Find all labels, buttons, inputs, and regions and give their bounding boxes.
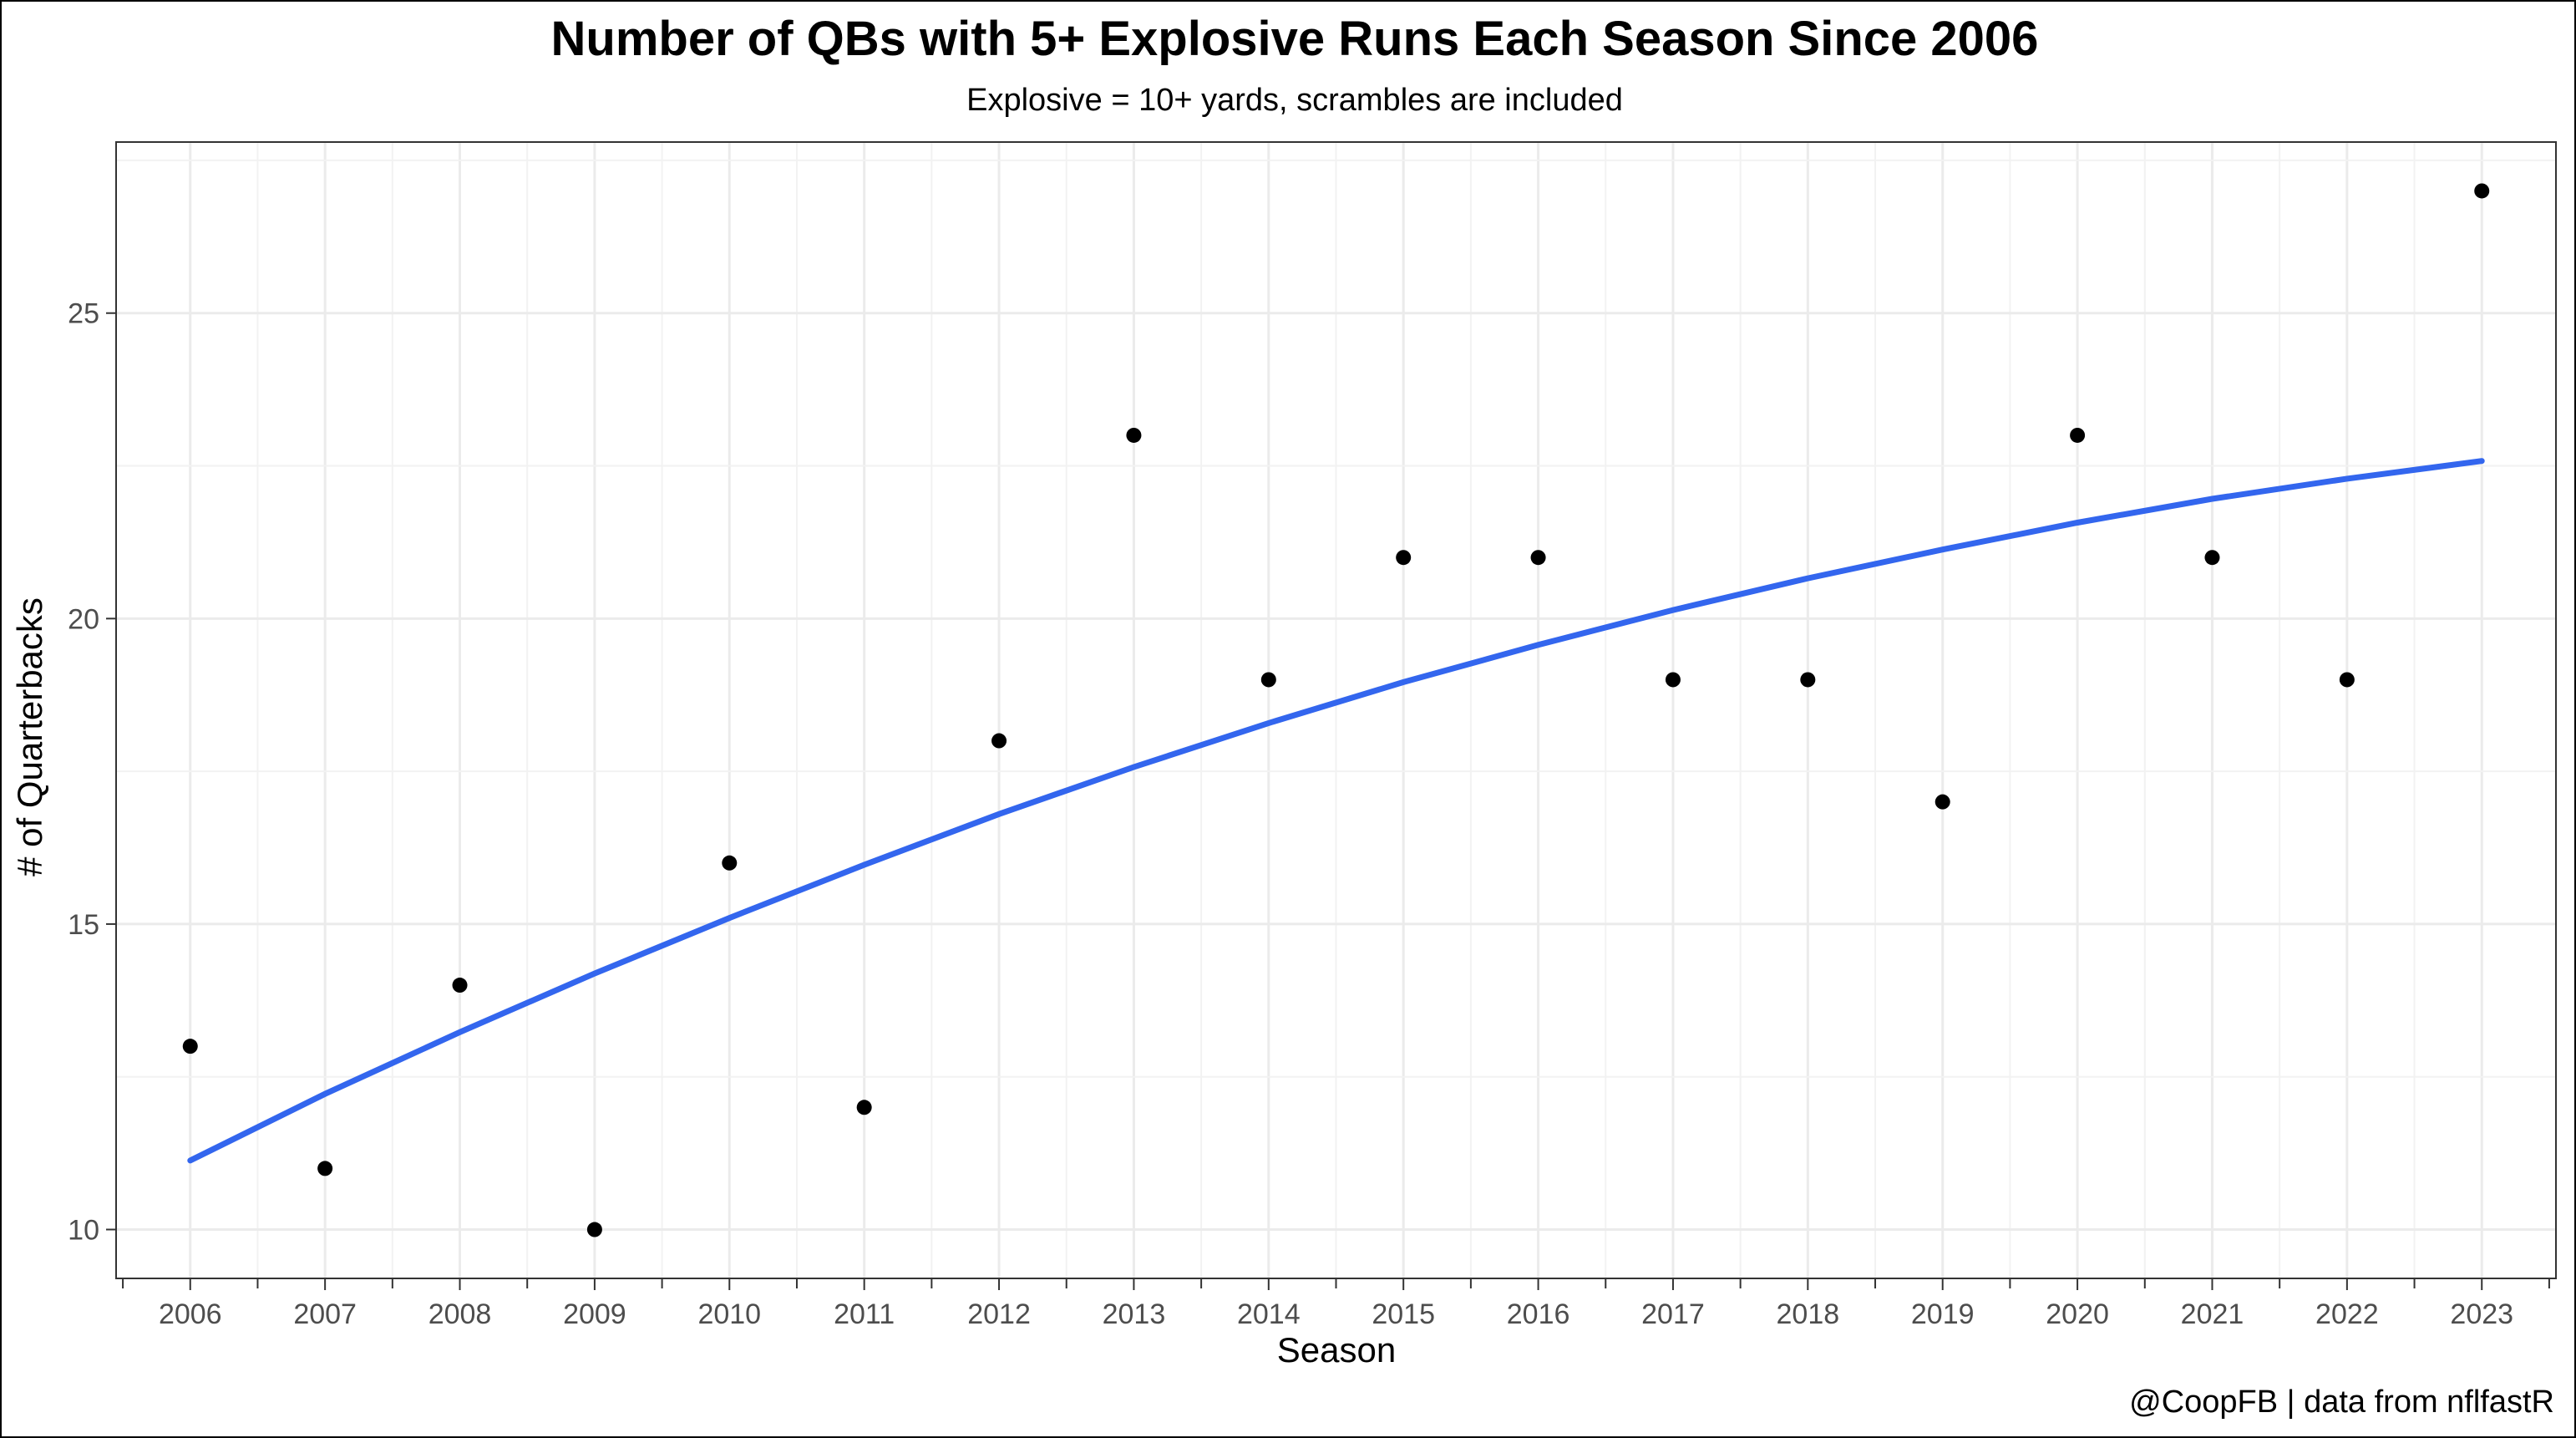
x-tick-label: 2019 bbox=[1911, 1298, 1975, 1330]
x-axis: 2006 2007 2008 2009 2010 2011 2012 2013 2014 2015… bbox=[122, 1278, 2550, 1330]
y-tick-label: 20 bbox=[68, 603, 99, 635]
x-tick-label: 2022 bbox=[2315, 1298, 2379, 1330]
x-tick-label: 2013 bbox=[1103, 1298, 1166, 1330]
x-tick-label: 2020 bbox=[2046, 1298, 2109, 1330]
grid bbox=[116, 142, 2556, 1278]
x-tick-label: 2021 bbox=[2181, 1298, 2244, 1330]
x-tick-label: 2012 bbox=[967, 1298, 1031, 1330]
x-tick-label: 2007 bbox=[293, 1298, 357, 1330]
y-tick-label: 25 bbox=[68, 298, 99, 330]
data-point bbox=[586, 1222, 602, 1237]
data-point bbox=[182, 1039, 198, 1054]
data-point bbox=[1260, 672, 1276, 688]
data-point bbox=[722, 855, 738, 871]
x-tick-label: 2023 bbox=[2450, 1298, 2513, 1330]
x-tick-label: 2016 bbox=[1507, 1298, 1570, 1330]
y-axis-title: # of Quarterbacks bbox=[10, 597, 49, 877]
data-point bbox=[1126, 427, 1142, 443]
data-point bbox=[317, 1161, 333, 1176]
y-tick-label: 10 bbox=[68, 1215, 99, 1247]
y-tick-label: 15 bbox=[68, 909, 99, 941]
y-axis: 10 15 20 25 bbox=[68, 298, 116, 1247]
data-point bbox=[1396, 550, 1412, 566]
data-points bbox=[182, 183, 2490, 1237]
x-tick-label: 2011 bbox=[834, 1298, 895, 1330]
data-point bbox=[2339, 672, 2355, 688]
data-point bbox=[1530, 550, 1546, 566]
x-tick-label: 2015 bbox=[1372, 1298, 1435, 1330]
x-axis-title: Season bbox=[1277, 1330, 1396, 1369]
x-tick-label: 2010 bbox=[697, 1298, 761, 1330]
x-tick-label: 2009 bbox=[563, 1298, 626, 1330]
data-point bbox=[856, 1100, 872, 1115]
x-tick-label: 2017 bbox=[1641, 1298, 1705, 1330]
x-tick-label: 2014 bbox=[1237, 1298, 1301, 1330]
data-point bbox=[1665, 672, 1681, 688]
data-point bbox=[2204, 550, 2220, 566]
chart-title: Number of QBs with 5+ Explosive Runs Eac… bbox=[551, 12, 2039, 66]
x-tick-label: 2006 bbox=[159, 1298, 222, 1330]
x-tick-label: 2018 bbox=[1777, 1298, 1840, 1330]
x-tick-label: 2008 bbox=[428, 1298, 492, 1330]
data-point bbox=[2474, 183, 2490, 199]
trend-line bbox=[187, 458, 2485, 1164]
data-point bbox=[1800, 672, 1816, 688]
data-point bbox=[452, 978, 468, 993]
data-point bbox=[1935, 794, 1950, 810]
data-point bbox=[991, 733, 1007, 749]
data-point bbox=[2070, 427, 2086, 443]
chart-caption: @CoopFB | data from nflfastR bbox=[2129, 1385, 2554, 1420]
chart-subtitle: Explosive = 10+ yards, scrambles are inc… bbox=[966, 83, 1623, 118]
